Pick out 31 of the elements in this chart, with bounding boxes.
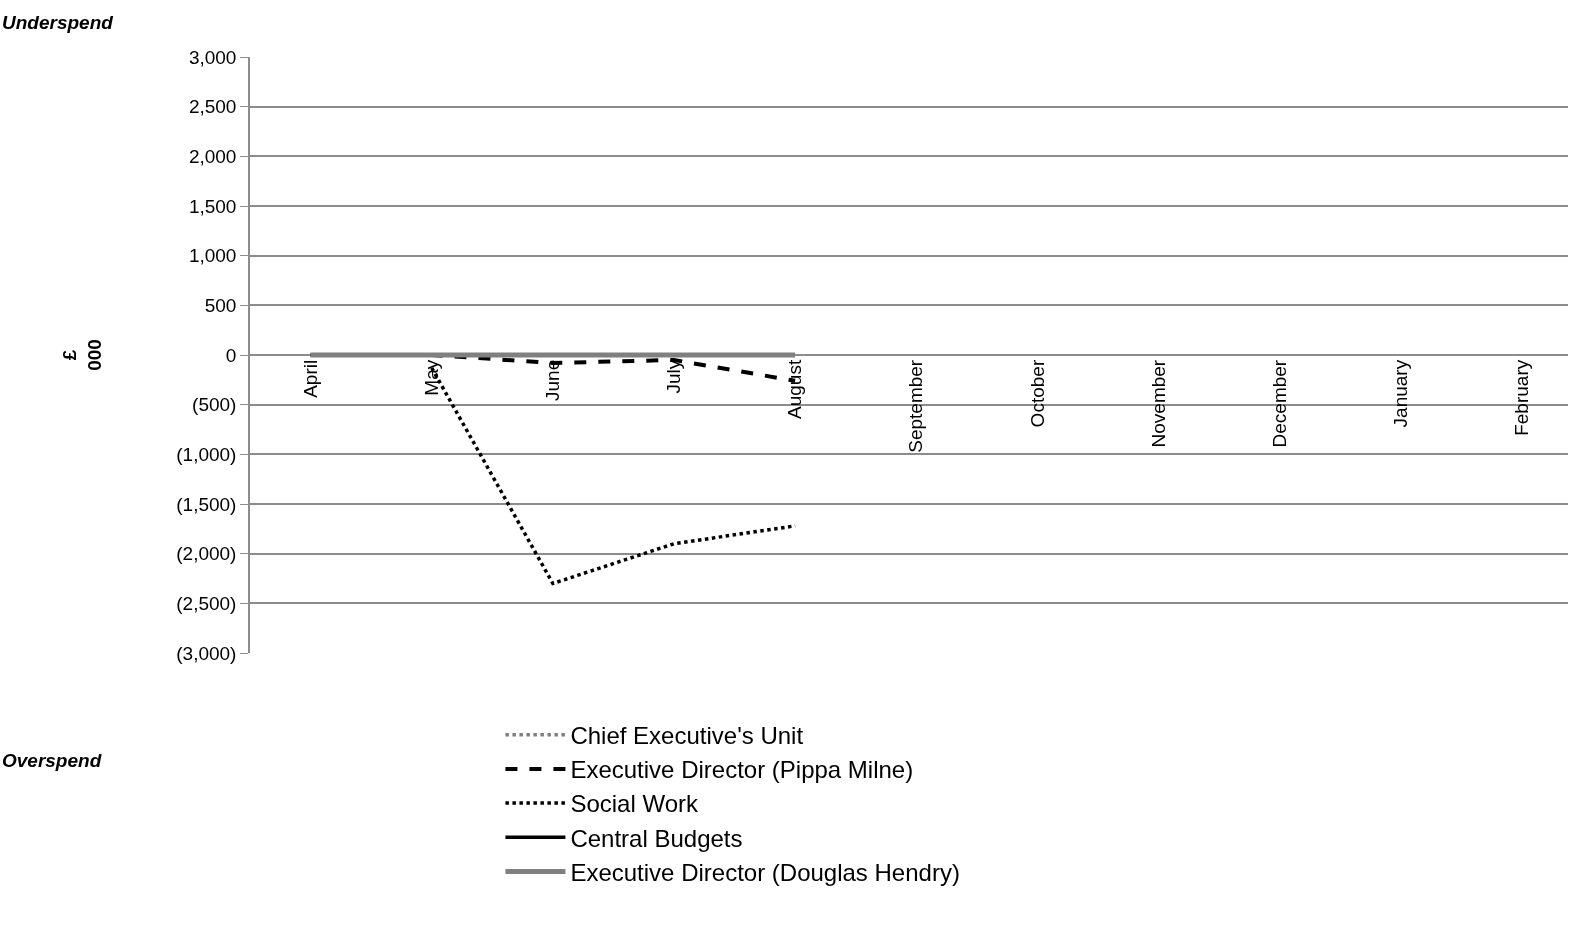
x-tick-label: September (905, 359, 927, 453)
y-tick-label: (1,500) (176, 493, 237, 515)
y-tick-label: (2,000) (176, 543, 237, 565)
y-tick-label: 2,500 (188, 96, 237, 118)
legend-label: Chief Executive's Unit (570, 722, 804, 750)
y-tick-label: (3,000) (176, 642, 237, 664)
text: Overspend (2, 750, 102, 771)
legend-label: Central Budgets (570, 824, 743, 852)
legend-label: Social Work (570, 790, 700, 818)
y-tick-label: 1,500 (188, 195, 237, 217)
x-tick-label: July (663, 359, 685, 394)
y-tick-label: (2,500) (176, 592, 237, 614)
y-axis-title: £ 000 (58, 339, 105, 371)
legend-label: Executive Director (Douglas Hendry) (570, 858, 960, 886)
x-tick-label: January (1390, 359, 1412, 428)
y-tick-label: 0 (225, 344, 237, 366)
x-tick-label: November (1147, 359, 1169, 448)
y-tick-label: 1,000 (188, 245, 237, 267)
x-tick-label: May (420, 359, 442, 396)
y-tick-label: 3,000 (188, 46, 237, 68)
y-tick-label: (500) (192, 394, 237, 416)
x-tick-label: August (784, 359, 806, 419)
y-tick-label: (1,000) (176, 443, 237, 465)
legend-label: Executive Director (Pippa Milne) (570, 756, 914, 784)
x-tick-label: April (299, 359, 321, 398)
y-tick-label: 500 (204, 294, 237, 316)
x-tick-label: February (1511, 359, 1533, 436)
text: Underspend (2, 12, 114, 33)
y-tick-label: 2,000 (188, 145, 237, 167)
x-tick-label: December (1268, 359, 1290, 448)
x-tick-label: October (1026, 359, 1048, 428)
